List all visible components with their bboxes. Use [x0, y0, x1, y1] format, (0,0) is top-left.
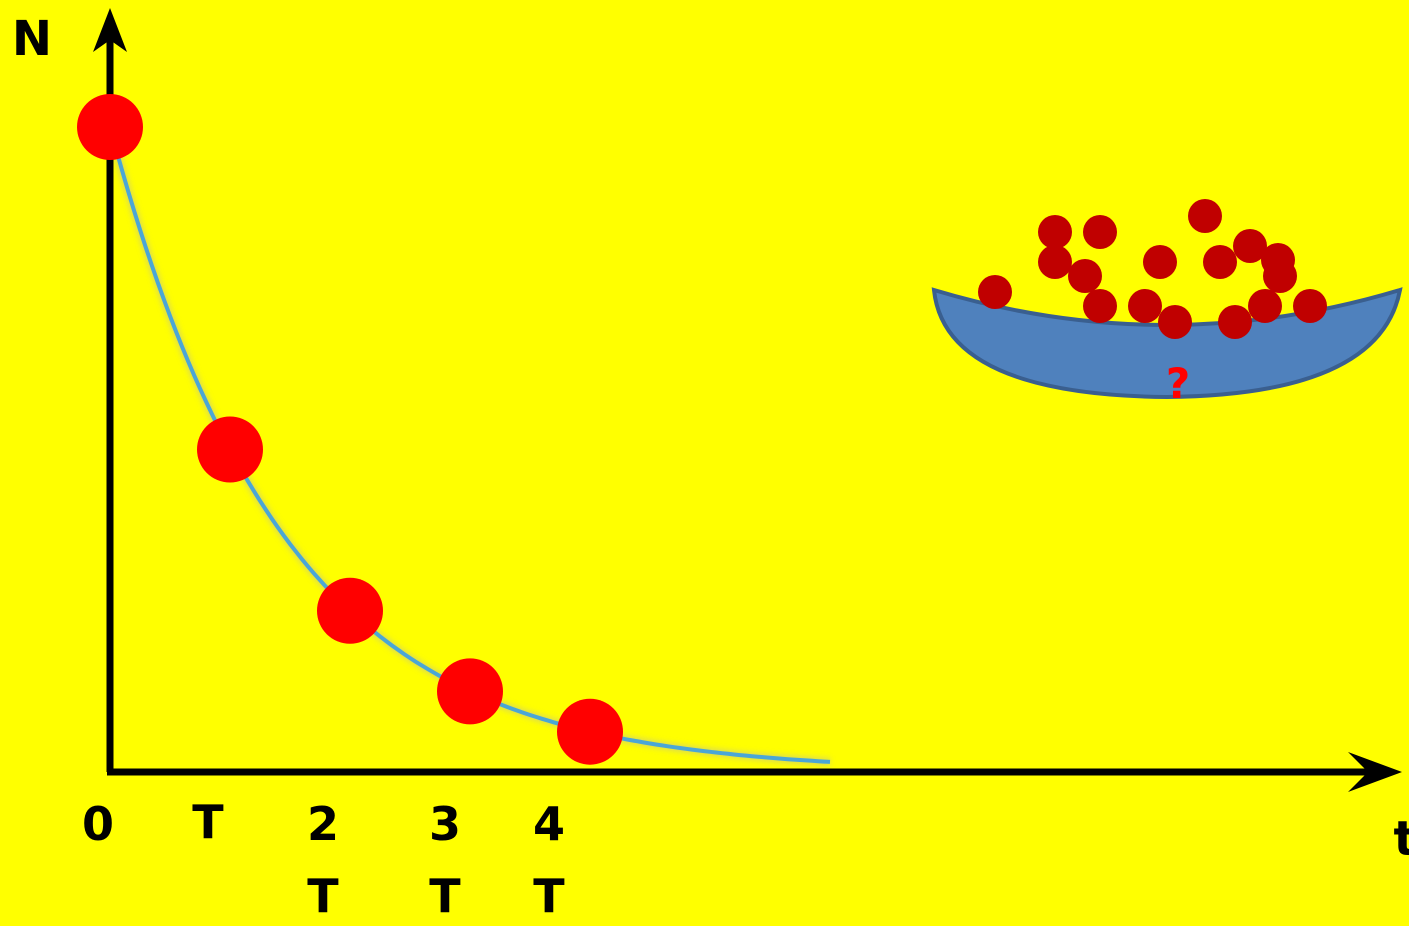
bowl-ball-15 — [1293, 289, 1327, 323]
y-axis-label: N — [12, 11, 52, 67]
bowl-ball-8 — [1158, 305, 1192, 339]
tick-label-2: 2 — [307, 797, 339, 851]
decay-point-2 — [317, 577, 383, 644]
bowl-ball-7 — [1143, 245, 1177, 279]
bowl-ball-3 — [1038, 245, 1072, 279]
bowl-ball-5 — [1083, 289, 1117, 323]
bowl-ball-11 — [1233, 229, 1267, 263]
decay-point-4 — [557, 698, 623, 765]
tick-label-1: T — [192, 795, 224, 849]
decay-point-0 — [77, 94, 143, 160]
bowl-group: ? — [931, 199, 1403, 408]
decay-points — [77, 94, 623, 765]
bowl-ball-0 — [978, 275, 1012, 309]
tick-label-4-unit: T — [533, 869, 565, 921]
bowl-ball-4 — [1068, 259, 1102, 293]
bowl — [931, 287, 1403, 400]
bowl-balls — [978, 199, 1327, 339]
bowl-question-mark: ? — [1166, 359, 1190, 408]
bowl-ball-13 — [1248, 289, 1282, 323]
bowl-ball-1 — [1038, 215, 1072, 249]
tick-label-3-unit: T — [429, 869, 461, 921]
bowl-ball-16 — [1261, 243, 1295, 277]
bowl-ball-10 — [1203, 245, 1237, 279]
bowl-ball-14 — [1218, 305, 1252, 339]
tick-label-2-unit: T — [307, 869, 339, 921]
bowl-ball-9 — [1188, 199, 1222, 233]
x-axis-arrowhead — [1348, 752, 1402, 792]
decay-point-3 — [437, 658, 503, 725]
tick-label-0: 0 — [82, 797, 114, 851]
bowl-ball-6 — [1128, 289, 1162, 323]
tick-label-3: 3 — [429, 797, 461, 851]
y-axis-arrowhead — [93, 8, 127, 52]
x-axis-label: t — [1394, 811, 1409, 867]
decay-point-1 — [197, 416, 263, 483]
bowl-ball-2 — [1083, 215, 1117, 249]
tick-label-4: 4 — [533, 797, 565, 851]
